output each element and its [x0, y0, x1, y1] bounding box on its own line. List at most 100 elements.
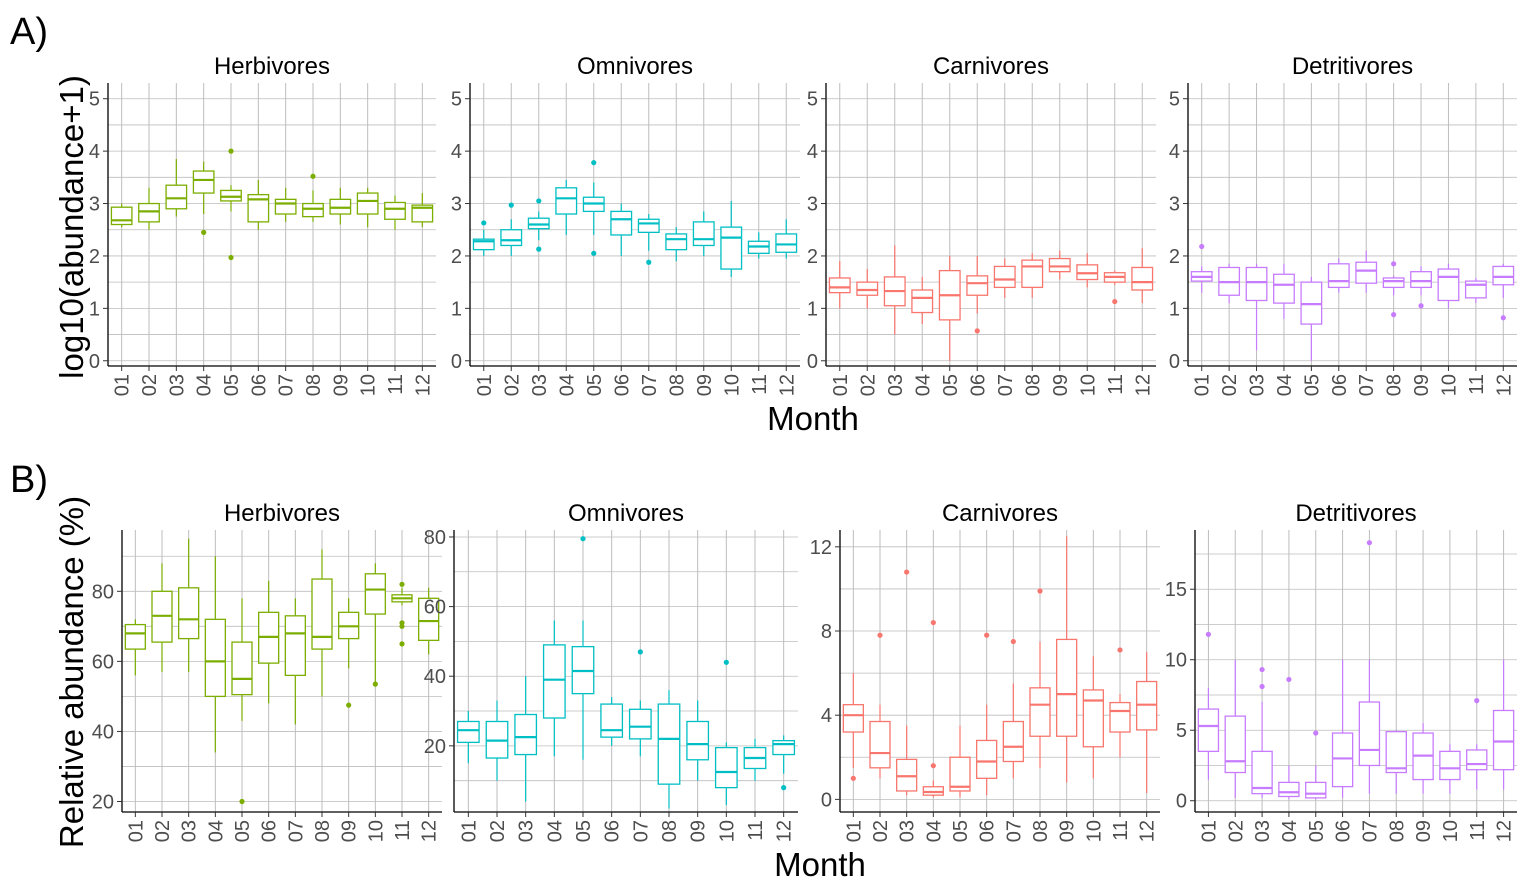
outlier-point	[1037, 588, 1043, 594]
x-tick-label: 10	[1077, 374, 1099, 396]
x-tick-label: 11	[1466, 374, 1488, 395]
x-tick-label: 03	[1252, 820, 1274, 842]
x-tick-label: 06	[967, 374, 989, 396]
x-tick-label: 05	[221, 374, 243, 396]
box-b-carnivores-04	[922, 619, 944, 798]
x-tick-label: 09	[1411, 374, 1433, 396]
x-tick-label: 01	[843, 820, 865, 842]
box-iqr	[1056, 638, 1078, 737]
x-tick-label: 07	[639, 374, 661, 396]
box-a-herbivores-10	[356, 187, 379, 228]
y-tick-label: 5	[89, 89, 100, 111]
outlier-point	[346, 702, 352, 708]
box-iqr	[665, 233, 688, 251]
panel-title-a-detritivores: Detritivores	[1292, 53, 1413, 80]
x-tick-label: 04	[194, 374, 216, 396]
box-iqr	[138, 202, 160, 223]
box-a-omnivores-03	[527, 198, 550, 252]
outlier-point	[1286, 676, 1292, 683]
outlier-point	[1199, 243, 1205, 250]
x-tick-label: 02	[139, 374, 161, 396]
box-a-omnivores-11	[747, 232, 770, 259]
box-a-carnivores-10	[1076, 253, 1099, 288]
x-tick-label: 02	[870, 820, 892, 842]
box-iqr	[411, 204, 434, 223]
box-b-carnivores-01	[842, 673, 864, 781]
row-a-label: A)	[10, 11, 48, 53]
outlier-point	[399, 581, 405, 587]
outlier-point	[239, 798, 245, 805]
box-a-carnivores-11	[1103, 270, 1126, 305]
box-b-carnivores-08	[1029, 588, 1051, 768]
box-iqr	[110, 206, 133, 226]
box-iqr	[949, 756, 971, 792]
x-tick-label: 11	[392, 820, 414, 841]
box-a-detritivores-04	[1273, 263, 1295, 319]
box-a-carnivores-08	[1021, 253, 1044, 298]
outlier-point	[591, 250, 597, 256]
box-a-omnivores-08	[665, 227, 688, 262]
panel-title-b-herbivores: Herbivores	[224, 500, 340, 527]
box-iqr	[231, 641, 253, 696]
y-tick-label: 2	[807, 246, 818, 268]
box-b-herbivores-10	[364, 563, 386, 687]
x-tick-label: 05	[232, 820, 254, 842]
outlier-point	[228, 148, 234, 154]
box-b-carnivores-12	[1136, 652, 1158, 794]
y-tick-label: 40	[424, 666, 446, 688]
outlier-point	[904, 569, 910, 575]
y-tick-label: 2	[89, 246, 100, 268]
box-b-detritivores-09	[1412, 723, 1434, 794]
x-tick-label: 06	[1329, 374, 1351, 396]
x-tick-label: 01	[830, 374, 852, 396]
box-b-detritivores-10	[1439, 744, 1461, 794]
box-b-carnivores-10	[1082, 656, 1104, 779]
y-tick-label: 2	[451, 246, 462, 268]
x-tick-label: 04	[544, 820, 566, 842]
box-a-detritivores-07	[1355, 250, 1378, 293]
box-b-herbivores-03	[178, 538, 200, 672]
box-a-carnivores-07	[993, 258, 1016, 298]
x-tick-label: 10	[1440, 820, 1462, 842]
box-iqr	[1385, 730, 1407, 774]
outlier-point	[637, 649, 643, 655]
box-iqr	[692, 221, 715, 247]
panel-b-herbivores: Herbivores 20 40 60 80 01 02 03 04 05 06 07 08 09 10 11…	[92, 500, 442, 842]
x-tick-label: 02	[487, 820, 509, 842]
outlier-point	[536, 246, 542, 252]
y-tick-label: 1	[1169, 298, 1180, 320]
x-tick-label: 08	[1386, 820, 1408, 842]
box-iqr	[555, 187, 578, 215]
box-iqr	[1439, 750, 1461, 781]
box-iqr	[1082, 689, 1104, 748]
x-tick-label: 10	[365, 820, 387, 842]
y-tick-label: 4	[821, 705, 832, 727]
panel-title-a-carnivores: Carnivores	[933, 53, 1049, 80]
x-tick-label: 02	[1219, 374, 1241, 396]
y-tick-label: 4	[451, 141, 462, 163]
x-tick-label: 05	[1301, 374, 1323, 396]
outlier-point	[1391, 261, 1397, 267]
outlier-point	[481, 220, 487, 226]
y-tick-label: 10	[1165, 650, 1187, 672]
y-tick-label: 8	[821, 621, 832, 643]
outlier-point	[1112, 298, 1118, 305]
x-tick-label: 05	[1306, 820, 1328, 842]
x-tick-label: 05	[950, 820, 972, 842]
outlier-point	[508, 202, 514, 208]
x-tick-label: 08	[312, 820, 334, 842]
box-iqr	[542, 644, 566, 719]
x-tick-label: 07	[1003, 820, 1025, 842]
row-b-label: B)	[10, 459, 48, 501]
panel-title-b-omnivores: Omnivores	[568, 500, 684, 527]
x-tick-label: 03	[1247, 374, 1269, 396]
box-a-herbivores-01	[110, 203, 133, 228]
y-tick-label: 60	[424, 597, 446, 619]
box-iqr	[456, 720, 480, 744]
box-a-detritivores-11	[1464, 277, 1487, 304]
x-tick-label: 04	[1279, 820, 1301, 842]
